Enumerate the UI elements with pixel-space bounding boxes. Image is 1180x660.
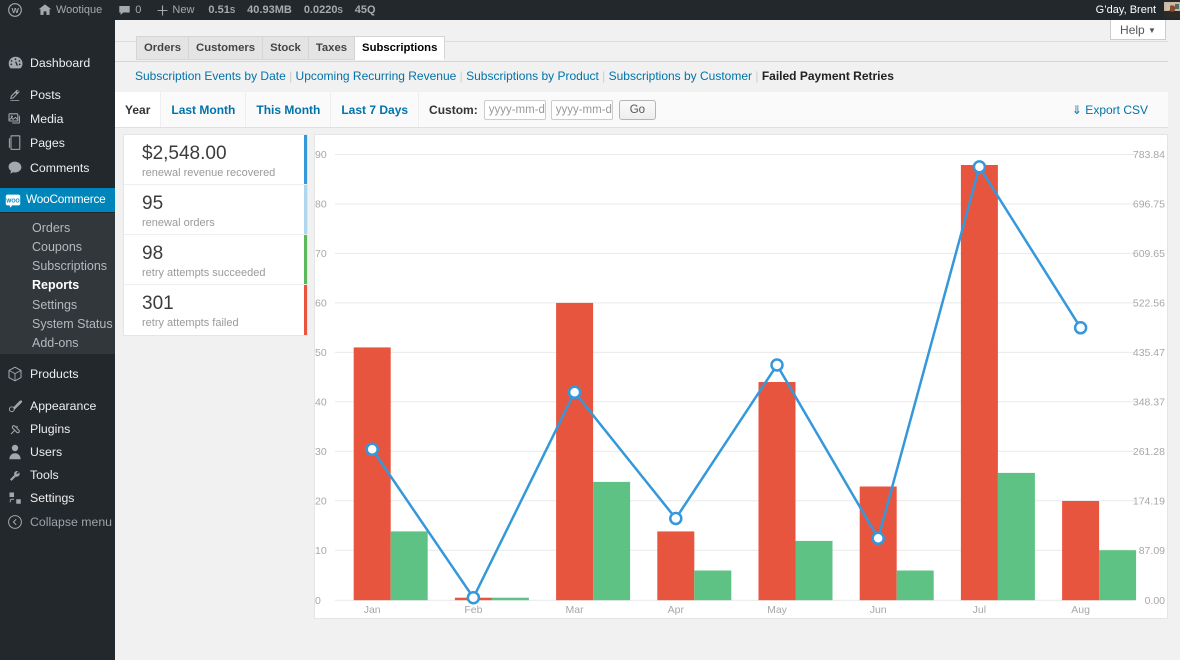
svg-text:60: 60 [315, 298, 327, 310]
svg-text:10: 10 [315, 545, 327, 557]
svg-text:May: May [767, 604, 788, 616]
svg-text:0: 0 [315, 595, 321, 607]
svg-text:Jun: Jun [870, 604, 887, 616]
svg-text:30: 30 [315, 446, 327, 458]
svg-text:435.47: 435.47 [1133, 347, 1165, 359]
svg-text:783.84: 783.84 [1133, 149, 1165, 161]
svg-text:609.65: 609.65 [1133, 248, 1165, 260]
svg-text:Mar: Mar [566, 604, 585, 616]
svg-text:90: 90 [315, 149, 327, 161]
svg-text:80: 80 [315, 199, 327, 211]
svg-text:50: 50 [315, 347, 327, 359]
svg-text:WOO: WOO [6, 198, 19, 204]
svg-text:W: W [12, 6, 20, 15]
svg-text:Jul: Jul [973, 604, 986, 616]
svg-text:261.28: 261.28 [1133, 446, 1165, 458]
svg-text:696.75: 696.75 [1133, 199, 1165, 211]
svg-text:Aug: Aug [1071, 604, 1090, 616]
svg-text:348.37: 348.37 [1133, 397, 1165, 409]
svg-text:40: 40 [315, 397, 327, 409]
svg-text:Jan: Jan [364, 604, 381, 616]
svg-text:Apr: Apr [668, 604, 685, 616]
svg-text:174.19: 174.19 [1133, 496, 1165, 508]
svg-text:70: 70 [315, 248, 327, 260]
svg-text:87.09: 87.09 [1139, 545, 1165, 557]
svg-text:Feb: Feb [464, 604, 482, 616]
svg-text:0.00: 0.00 [1145, 595, 1166, 607]
svg-text:522.56: 522.56 [1133, 298, 1165, 310]
svg-text:20: 20 [315, 496, 327, 508]
